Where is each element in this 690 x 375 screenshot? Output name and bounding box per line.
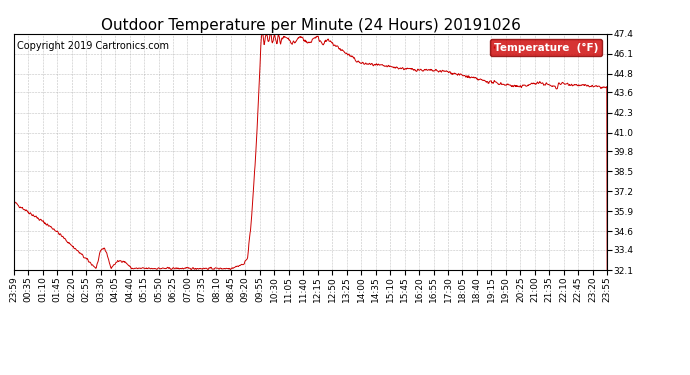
Legend: Temperature  (°F): Temperature (°F) [491, 39, 602, 56]
Title: Outdoor Temperature per Minute (24 Hours) 20191026: Outdoor Temperature per Minute (24 Hours… [101, 18, 520, 33]
Text: Copyright 2019 Cartronics.com: Copyright 2019 Cartronics.com [17, 41, 169, 51]
